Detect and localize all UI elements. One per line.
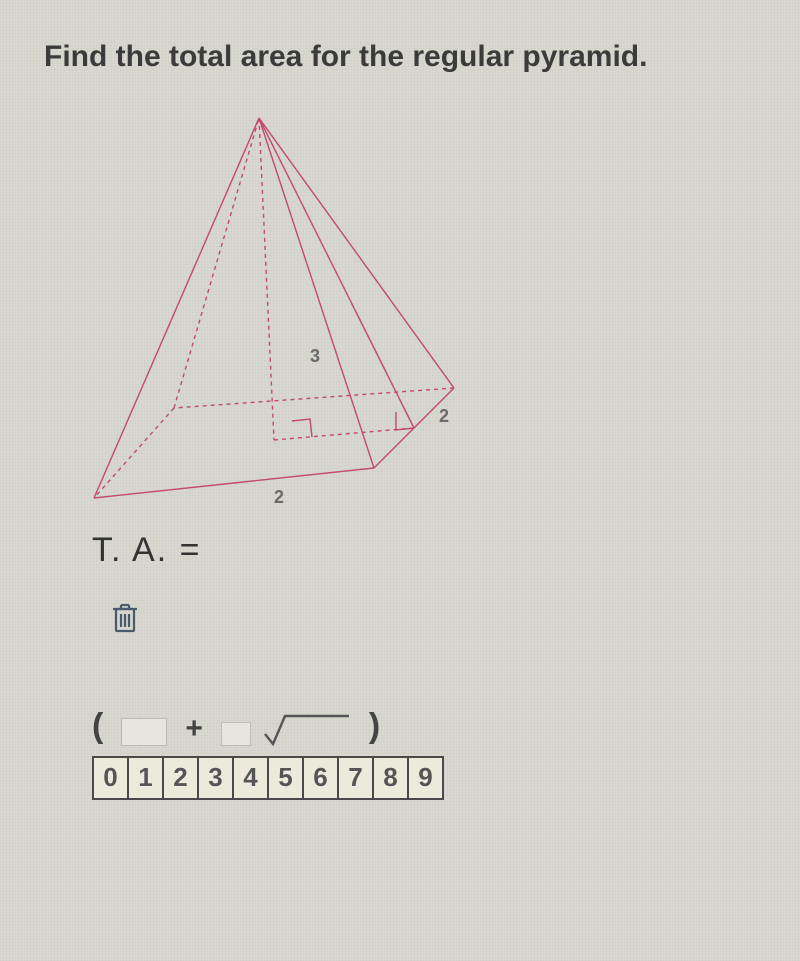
digit-tile-row: 0 1 2 3 4 5 6 7 8 9 xyxy=(92,756,756,800)
digit-tile-3[interactable]: 3 xyxy=(197,756,234,800)
blank-coef[interactable] xyxy=(221,722,251,746)
open-paren: ( xyxy=(92,707,103,746)
digit-tile-8[interactable]: 8 xyxy=(372,756,409,800)
plus-sign: + xyxy=(185,712,203,746)
trash-button[interactable] xyxy=(110,600,756,639)
digit-tile-6[interactable]: 6 xyxy=(302,756,339,800)
close-paren: ) xyxy=(369,707,380,746)
label-slant-height: 3 xyxy=(310,346,320,366)
blank-1[interactable] xyxy=(121,718,167,746)
label-base-front: 2 xyxy=(274,487,284,507)
digit-tile-1[interactable]: 1 xyxy=(127,756,164,800)
digit-tile-4[interactable]: 4 xyxy=(232,756,269,800)
expression-template: ( + ) xyxy=(92,707,756,746)
digit-tile-5[interactable]: 5 xyxy=(267,756,304,800)
digit-tile-9[interactable]: 9 xyxy=(407,756,444,800)
digit-tile-7[interactable]: 7 xyxy=(337,756,374,800)
question-text: Find the total area for the regular pyra… xyxy=(44,38,756,76)
pyramid-diagram: 3 2 2 xyxy=(74,98,756,513)
answer-label: T. A. = xyxy=(92,531,756,570)
sqrt-icon xyxy=(259,712,351,746)
label-base-right: 2 xyxy=(439,406,449,426)
digit-tile-0[interactable]: 0 xyxy=(92,756,129,800)
digit-tile-2[interactable]: 2 xyxy=(162,756,199,800)
